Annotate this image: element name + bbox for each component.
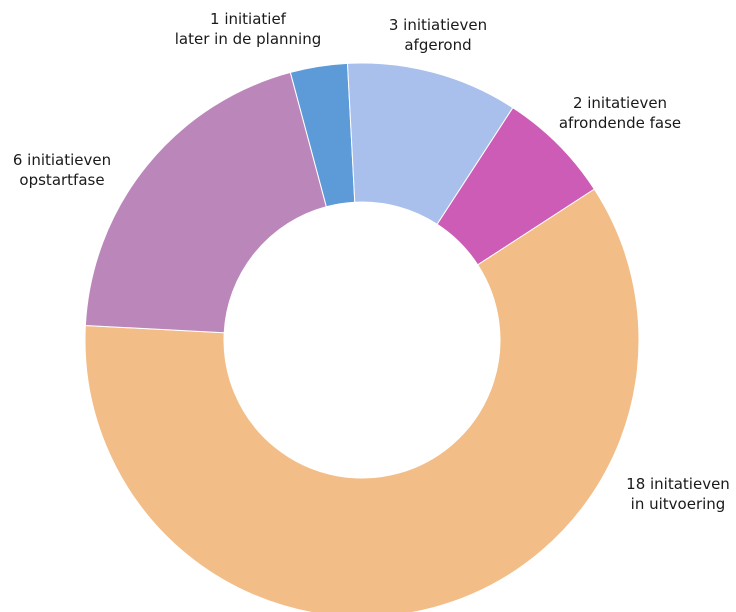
slice-label-line: 2 initatieven [573, 94, 667, 112]
donut-slice-3 [84, 188, 640, 612]
slice-labels: 1 initiatief later in de planning 3 initia… [13, 10, 730, 513]
slice-label-line: afrondende fase [559, 114, 681, 132]
slice-label-line: 6 initiatieven [13, 151, 111, 169]
slice-label-2: 2 initatieven afrondende fase [559, 94, 681, 132]
slice-label-line: later in de planning [175, 30, 321, 48]
slice-label-line: opstartfase [19, 171, 104, 189]
slice-label-line: 3 initiatieven [389, 16, 487, 34]
slice-label-line: 1 initiatief [210, 10, 287, 28]
slice-label-4: 6 initiatieven opstartfase [13, 151, 111, 189]
slice-label-3: 18 initatieven in uitvoering [626, 475, 730, 513]
donut-slice-4 [84, 71, 327, 334]
slice-label-0: 1 initiatief later in de planning [175, 10, 321, 48]
slice-label-line: 18 initatieven [626, 475, 730, 493]
slice-label-line: afgerond [404, 36, 471, 54]
slice-label-line: in uitvoering [631, 495, 726, 513]
donut-slices [84, 62, 640, 612]
slice-label-1: 3 initiatieven afgerond [389, 16, 487, 54]
